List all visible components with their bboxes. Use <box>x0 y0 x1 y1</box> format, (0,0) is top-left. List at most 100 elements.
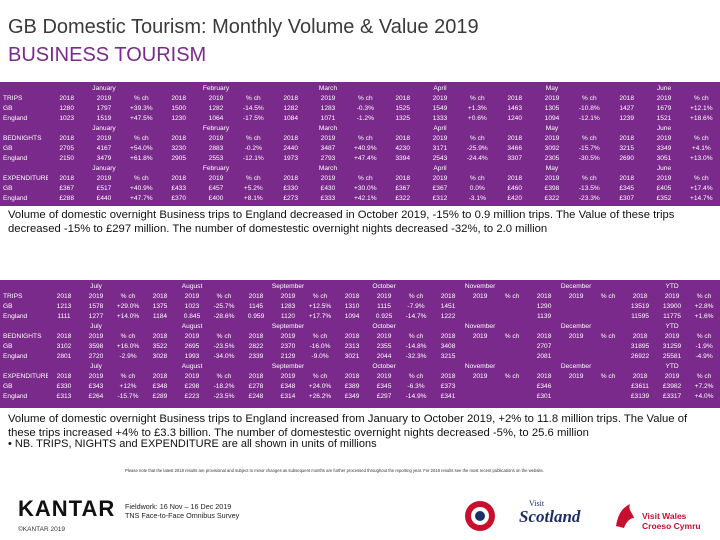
year-header-row: BEDNIGHTS 2018 2019 % ch 2018 2019 % ch 2018 201… <box>0 332 720 342</box>
table-cell: 3215 <box>619 144 634 152</box>
table-cell: 1519 <box>96 114 112 122</box>
table-cell: £348 <box>152 382 168 390</box>
year-header: 2019 <box>656 134 672 142</box>
year-header: % ch <box>581 174 597 182</box>
year-header: % ch <box>246 134 261 142</box>
year-header: 2019 <box>280 372 296 380</box>
table-cell: -24.4% <box>466 154 488 162</box>
table-cell: £3982 <box>662 382 682 390</box>
table-cell: £373 <box>440 382 456 390</box>
region-label: England <box>3 312 28 320</box>
table-cell: £301 <box>536 392 552 400</box>
table-cell <box>464 352 496 362</box>
table-cell: -34.0% <box>213 352 235 360</box>
table-cell: £367 <box>432 184 448 192</box>
table-cell <box>464 302 496 312</box>
table-cell: -2.9% <box>119 352 137 360</box>
table-cell <box>496 342 528 352</box>
visitscotland-visit: Visit <box>529 499 545 508</box>
section-label: TRIPS <box>3 292 23 300</box>
year-header: 2019 <box>280 332 296 340</box>
table-cell: £333 <box>320 194 336 202</box>
table-cell: 11595 <box>631 312 649 320</box>
table-cell: 31895 <box>630 342 650 350</box>
table-cell: 1184 <box>152 312 168 320</box>
table-cell: 1427 <box>619 104 634 112</box>
page-title: GB Domestic Tourism: Monthly Volume & Va… <box>8 16 479 38</box>
table-cell: -6.3% <box>407 382 425 390</box>
table-cell: 1230 <box>171 114 187 122</box>
table-cell: -12.1% <box>242 154 264 162</box>
table-cell: +17.7% <box>308 312 332 320</box>
year-header: % ch <box>312 292 328 300</box>
table-cell: 2707 <box>536 342 552 350</box>
table-cell: -10.8% <box>578 104 600 112</box>
month-header: July <box>90 282 102 290</box>
year-header: % ch <box>504 332 520 340</box>
table-cell: 0.0% <box>469 184 485 192</box>
region-label: GB <box>3 104 13 112</box>
table-cell: +8.1% <box>243 194 263 202</box>
month-header: May <box>545 84 559 92</box>
year-header: 2018 <box>395 174 410 182</box>
month-header: February <box>202 164 230 172</box>
table-cell: £346 <box>536 382 552 390</box>
table-cell: £330 <box>56 382 72 390</box>
year-header: 2019 <box>208 94 224 102</box>
table-cell: -4.9% <box>695 352 713 360</box>
table-cell: 2705 <box>59 144 74 152</box>
region-label: GB <box>3 342 13 350</box>
table-cell: -32.3% <box>405 352 427 360</box>
year-header: 2018 <box>56 332 72 340</box>
row-label <box>0 124 48 134</box>
year-header: 2018 <box>632 332 648 340</box>
year-header: 2018 <box>619 134 634 142</box>
month-header: May <box>545 164 559 172</box>
table-cell: 3408 <box>440 342 456 350</box>
month-header: December <box>560 322 592 330</box>
month-header: April <box>433 164 447 172</box>
table-cell: +39.3% <box>130 104 153 112</box>
year-header: 2019 <box>96 94 112 102</box>
year-header: 2019 <box>280 292 296 300</box>
table-cell: 1222 <box>440 312 456 320</box>
year-header: % ch <box>469 174 485 182</box>
year-header-row: TRIPS 2018 2019 % ch 2018 2019 % ch 2018 2019 % c… <box>0 292 720 302</box>
dragon-icon <box>616 504 634 528</box>
visitscotland-name: Scotland <box>519 507 581 526</box>
month-header: August <box>181 322 203 330</box>
year-header: % ch <box>696 292 712 300</box>
year-header: % ch <box>408 292 424 300</box>
table-cell: -15.7% <box>578 144 600 152</box>
year-header: % ch <box>600 372 616 380</box>
table-cell: -1.2% <box>356 114 374 122</box>
units-note: • NB. TRIPS, NIGHTS and EXPENDITURE are … <box>8 438 377 450</box>
year-header: 2019 <box>432 94 448 102</box>
table-cell: 1333 <box>432 114 448 122</box>
table-cell: +14.7% <box>690 194 713 202</box>
table-cell <box>560 382 592 392</box>
table-cell: £349 <box>344 392 360 400</box>
table-row: England 1023 1519 +47.5% 1230 1064 -17.5% 1084 1… <box>0 114 720 124</box>
year-header: 2018 <box>152 292 168 300</box>
table-cell: 3102 <box>56 342 72 350</box>
year-header: % ch <box>120 332 136 340</box>
table-cell: +40.9% <box>354 144 377 152</box>
table2-background <box>0 280 720 408</box>
month-header: October <box>372 322 396 330</box>
table-cell <box>592 352 624 362</box>
year-header: 2019 <box>664 372 680 380</box>
table-cell: £433 <box>171 184 187 192</box>
table-cell: +47.5% <box>130 114 153 122</box>
year-header: 2019 <box>472 332 488 340</box>
table-cell: 1525 <box>395 104 410 112</box>
year-header: 2018 <box>619 94 634 102</box>
table-cell: 4167 <box>96 144 112 152</box>
year-header: 2019 <box>544 174 560 182</box>
table-cell: 1064 <box>208 114 224 122</box>
table-cell: £273 <box>283 194 298 202</box>
year-header: % ch <box>693 134 709 142</box>
year-header: % ch <box>581 134 597 142</box>
year-header: 2019 <box>664 332 680 340</box>
month-header: August <box>181 282 203 290</box>
